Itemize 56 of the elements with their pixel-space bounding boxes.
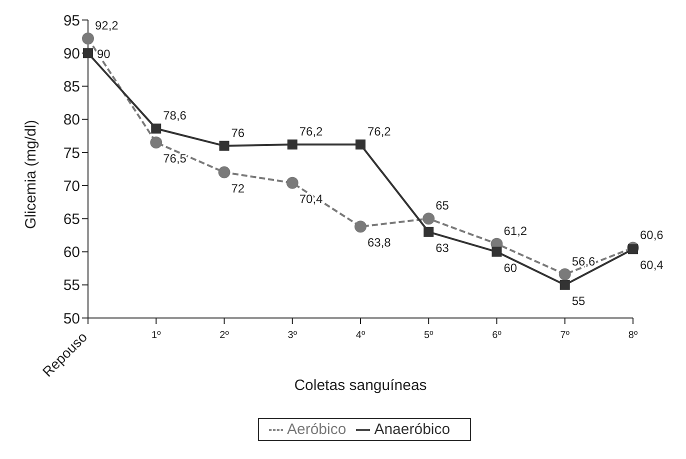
y-tick-label: 65	[63, 210, 80, 228]
data-label: 76,5	[163, 152, 187, 166]
data-label: 72	[231, 181, 245, 196]
x-tick-label: 3º	[288, 330, 298, 341]
data-label: 92,2	[95, 18, 119, 33]
x-tick-label: 1º	[152, 330, 162, 341]
point	[628, 244, 638, 254]
data-label: 56,6	[572, 254, 596, 268]
y-tick-label: 70	[63, 178, 80, 195]
data-label: 76,2	[299, 124, 324, 138]
y-tick-label: 75	[63, 144, 80, 162]
legend-label: Anaeróbico	[374, 421, 450, 438]
y-tick-label: 95	[63, 12, 80, 30]
x-tick-label: 2º	[220, 330, 230, 341]
data-label: 65	[436, 198, 450, 213]
point	[492, 246, 502, 257]
legend-label: Aeróbico	[287, 421, 346, 438]
y-tick-label: 80	[63, 112, 80, 129]
data-label: 70,4	[299, 192, 324, 206]
data-label: 60,4	[640, 258, 664, 272]
data-label: 78,6	[163, 108, 187, 123]
data-label: 55	[572, 294, 586, 308]
point	[150, 136, 162, 149]
x-axis-title: Coletas sanguíneas	[294, 377, 427, 394]
point	[424, 226, 434, 237]
data-label: 76,2	[368, 124, 392, 138]
point	[219, 140, 230, 151]
point	[356, 140, 366, 150]
y-tick-label: 85	[63, 78, 80, 96]
data-label: 61,2	[504, 224, 528, 238]
x-tick-label: 7º	[560, 330, 570, 341]
point	[151, 124, 162, 134]
data-label: 63	[436, 240, 450, 255]
point	[287, 140, 298, 150]
x-tick-label: 5º	[424, 330, 434, 341]
data-label: 60,6	[640, 228, 664, 242]
x-tick-label: 8º	[628, 330, 638, 341]
y-tick-label: 90	[63, 45, 80, 62]
point	[560, 280, 570, 290]
data-label: 60	[504, 260, 518, 275]
data-label: 63,8	[368, 236, 392, 250]
y-tick-label: 60	[63, 244, 80, 262]
data-label: 90	[97, 47, 111, 62]
point	[83, 48, 93, 58]
x-tick-label: 4º	[356, 330, 366, 341]
point	[422, 212, 435, 225]
point	[558, 268, 571, 280]
y-tick-label: 50	[63, 310, 80, 328]
y-tick-label: 55	[63, 277, 80, 294]
point	[354, 220, 366, 233]
data-label: 76	[231, 126, 245, 140]
point	[218, 166, 230, 178]
point	[82, 32, 94, 45]
x-tick-label: 6º	[492, 330, 502, 341]
y-axis-title: Glicemia (mg/dl)	[22, 120, 40, 229]
point	[286, 176, 298, 189]
